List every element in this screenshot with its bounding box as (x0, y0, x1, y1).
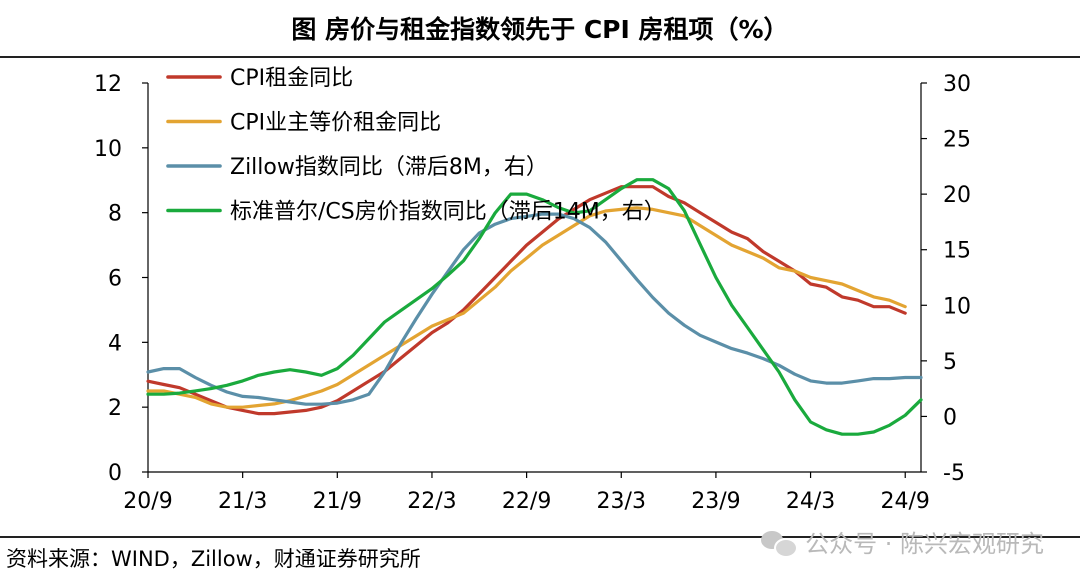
y-tick-label-right: -5 (943, 461, 965, 486)
chart-title: 图 房价与租金指数领先于 CPI 房租项（%） (291, 15, 789, 44)
series-line-1 (146, 185, 907, 416)
y-tick-label-left: 0 (108, 461, 122, 486)
x-tick-label: 24/3 (786, 489, 835, 514)
y-tick-label-right: 15 (943, 239, 971, 264)
y-tick-label-right: 0 (943, 405, 957, 430)
legend-label-4: 标准普尔/CS房价指数同比（滞后14M，右） (230, 200, 666, 225)
source-note: 资料来源：WIND，Zillow，财通证券研究所 (6, 547, 421, 571)
x-tick-label: 22/3 (407, 489, 456, 514)
x-tick-label: 20/9 (123, 489, 172, 514)
y-tick-label-right: 10 (943, 294, 971, 319)
legend-label-2: CPI业主等价租金同比 (230, 111, 441, 136)
x-tick-label: 21/9 (313, 489, 362, 514)
y-tick-label-right: 20 (943, 183, 971, 208)
x-tick-label: 23/3 (597, 489, 646, 514)
x-tick-label: 21/3 (218, 489, 267, 514)
series-line-3 (146, 212, 923, 406)
series-line-2 (146, 206, 907, 409)
y-tick-label-right: 30 (943, 72, 971, 97)
line-chart: 0 2 4 6 8 10 12 -5 0 5 10 15 20 25 30 20/9 21/3 21/9 22/3 2… (94, 66, 971, 514)
y-tick-label-right: 5 (943, 350, 957, 375)
y-tick-label-left: 10 (94, 137, 122, 162)
legend-label-1: CPI租金同比 (230, 66, 353, 91)
y-tick-label-right: 25 (943, 128, 971, 153)
wechat-icon (761, 527, 799, 558)
title-divider (0, 56, 1080, 58)
y-tick-label-left: 4 (108, 331, 122, 356)
x-tick-label: 22/9 (502, 489, 551, 514)
legend-label-3: Zillow指数同比（滞后8M，右） (230, 155, 548, 180)
y-tick-label-left: 6 (108, 267, 122, 292)
y-tick-label-left: 12 (94, 72, 122, 97)
series-line-4 (146, 178, 923, 436)
footer-divider (0, 536, 1080, 538)
watermark-text: 公众号 · 陈兴宏观研究 (805, 530, 1044, 558)
x-tick-label: 23/9 (691, 489, 740, 514)
y-tick-label-left: 8 (108, 202, 122, 227)
y-tick-label-left: 2 (108, 396, 122, 421)
x-tick-label: 24/9 (881, 489, 930, 514)
watermark: 公众号 · 陈兴宏观研究 (761, 524, 1044, 559)
